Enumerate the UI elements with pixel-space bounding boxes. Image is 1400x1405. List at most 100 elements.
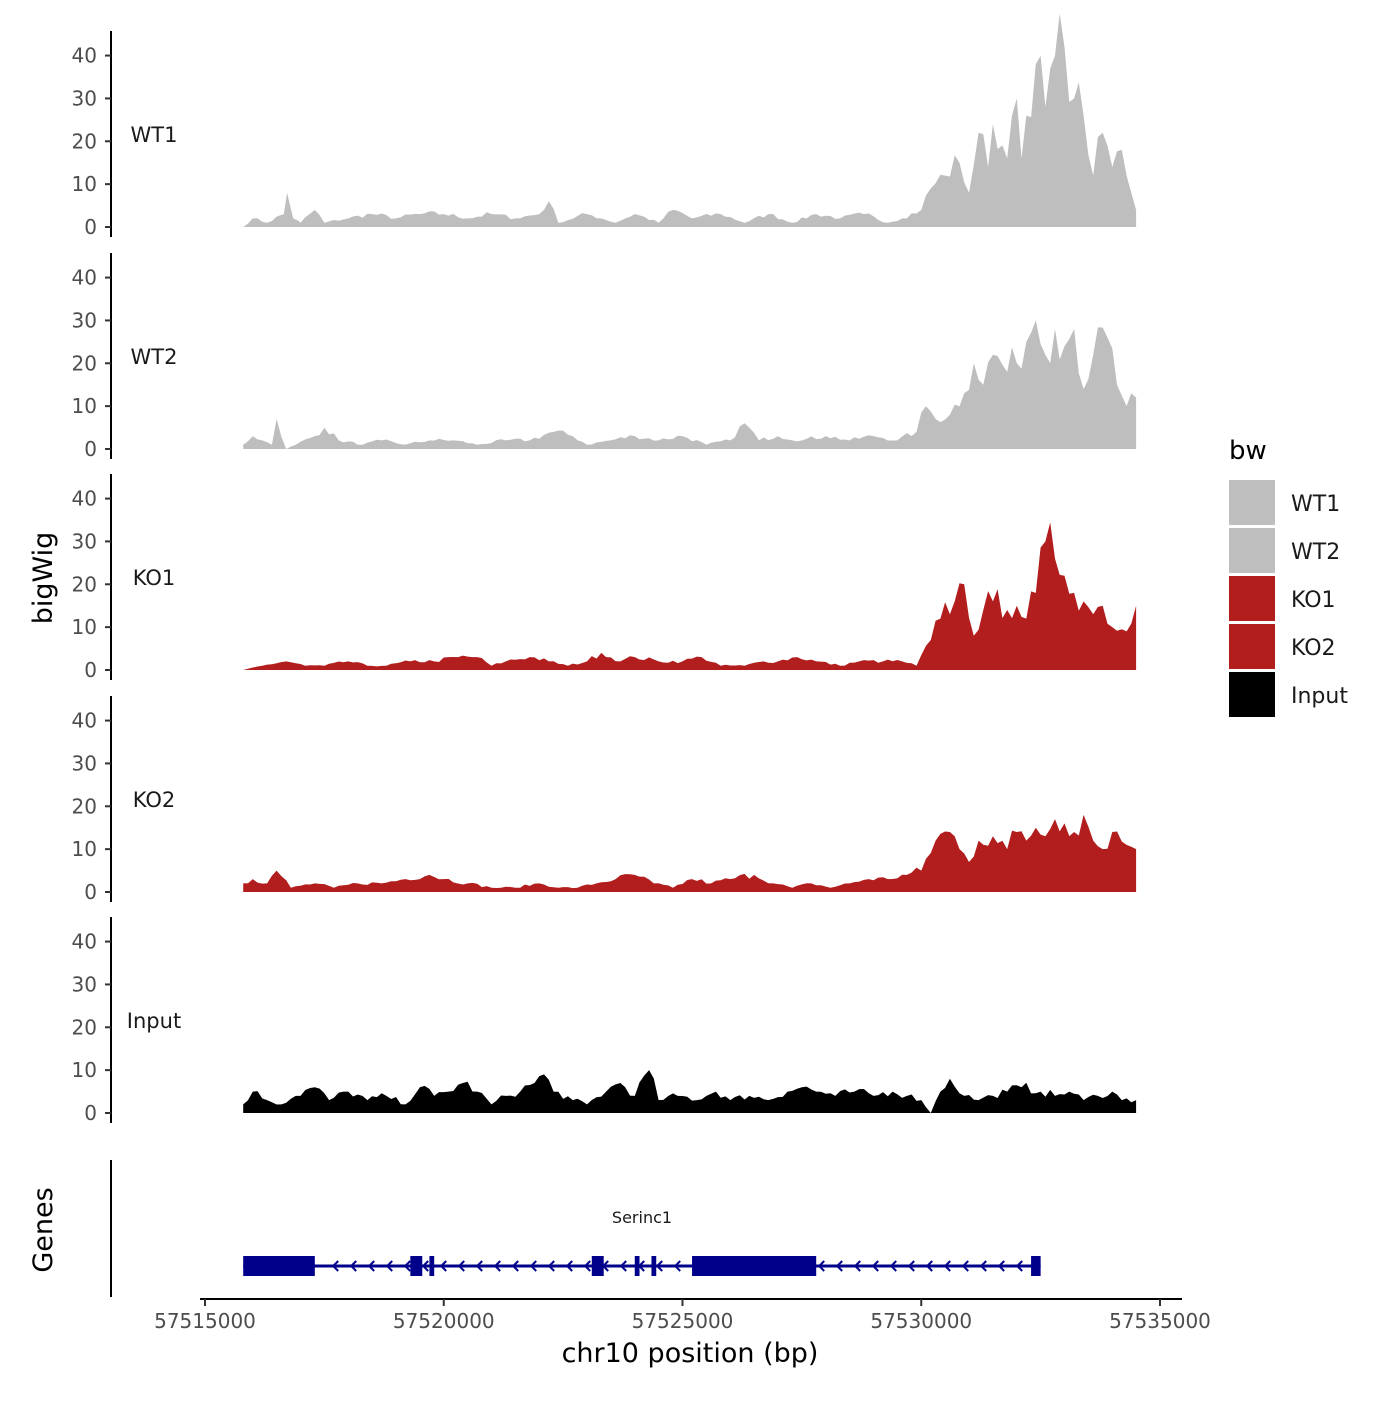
strand-arrow [871, 1260, 879, 1272]
strand-arrow [511, 1260, 519, 1272]
genes-axis-title: Genes [28, 1187, 59, 1272]
track-label: KO1 [133, 566, 176, 590]
legend-swatch [1229, 672, 1275, 717]
gene-exon [651, 1256, 657, 1276]
y-tick-label: 10 [72, 615, 97, 639]
y-tick-label: 0 [84, 215, 97, 239]
legend-label: WT1 [1291, 492, 1340, 517]
strand-arrow [925, 1260, 933, 1272]
y-tick-label: 20 [72, 351, 97, 375]
strand-arrow [655, 1260, 663, 1272]
strand-arrow [529, 1260, 537, 1272]
track-label: KO2 [133, 788, 176, 812]
legend-label: KO1 [1291, 588, 1336, 613]
x-tick-label: 57530000 [870, 1309, 972, 1333]
y-tick-label: 40 [72, 487, 97, 511]
strand-arrow [583, 1260, 591, 1272]
strand-arrow [673, 1260, 681, 1272]
gene-exon [634, 1256, 640, 1276]
legend-entry: KO1 [1229, 576, 1336, 621]
strand-arrow [997, 1260, 1005, 1272]
y-tick-label: 10 [72, 394, 97, 418]
strand-arrow [943, 1260, 951, 1272]
x-axis-ticks: 57515000 57520000 57525000 57530000 57535000 [154, 1299, 1211, 1333]
strand-arrow [439, 1260, 447, 1272]
strand-arrow [835, 1260, 843, 1272]
strand-arrow [853, 1260, 861, 1272]
strand-arrow [619, 1260, 627, 1272]
strand-arrow [907, 1260, 915, 1272]
strand-arrow [475, 1260, 483, 1272]
x-tick-label: 57525000 [632, 1309, 734, 1333]
x-tick-label: 57535000 [1109, 1309, 1211, 1333]
gene-exon [429, 1256, 435, 1276]
strand-arrow [565, 1260, 573, 1272]
coverage-area-ko2[interactable] [243, 814, 1137, 892]
y-tick-label: 30 [72, 308, 97, 332]
track-wt1: 0 10 20 30 40 WT1 [72, 13, 1137, 239]
gene-panel: Genes Serinc1 [28, 1160, 1041, 1297]
strand-arrow [979, 1260, 987, 1272]
legend-label: KO2 [1291, 636, 1336, 661]
y-tick-label: 30 [72, 972, 97, 996]
y-tick-label: 20 [72, 794, 97, 818]
track-wt2: 0 10 20 30 40 WT2 [72, 253, 1137, 461]
strand-arrow [367, 1260, 375, 1272]
strand-arrow [349, 1260, 357, 1272]
gene-exon [243, 1256, 315, 1276]
strand-arrow [889, 1260, 897, 1272]
coverage-area-input[interactable] [243, 1070, 1137, 1113]
x-axis: 57515000 57520000 57525000 57530000 57535000… [154, 1298, 1211, 1369]
strand-arrow [817, 1260, 825, 1272]
legend-label: Input [1291, 684, 1348, 709]
legend-swatch [1229, 480, 1275, 525]
track-label: WT2 [131, 345, 178, 369]
y-tick-label: 40 [72, 930, 97, 954]
legend-label: WT2 [1291, 540, 1340, 565]
strand-arrow [1015, 1260, 1023, 1272]
track-ko1: 0 10 20 30 40 KO1 [72, 474, 1137, 682]
legend-entry: WT1 [1229, 480, 1340, 525]
y-tick-label: 0 [84, 1101, 97, 1125]
strand-arrow [403, 1260, 411, 1272]
strand-arrow [493, 1260, 501, 1272]
legend: bw WT1 WT2 KO1 KO2 Input [1229, 436, 1348, 717]
strand-arrow [547, 1260, 555, 1272]
gene-exon [692, 1256, 817, 1276]
coverage-area-wt2[interactable] [243, 320, 1137, 449]
track-ko2: 0 10 20 30 40 KO2 [72, 696, 1137, 904]
y-tick-label: 40 [72, 44, 97, 68]
y-tick-label: 30 [72, 86, 97, 110]
x-tick-label: 57515000 [154, 1309, 256, 1333]
gene-model[interactable] [243, 1256, 1041, 1276]
y-tick-label: 0 [84, 437, 97, 461]
gene-exon [1031, 1256, 1041, 1276]
y-tick-label: 30 [72, 529, 97, 553]
gene-exon [591, 1256, 604, 1276]
y-tick-label: 20 [72, 1015, 97, 1039]
y-tick-label: 0 [84, 880, 97, 904]
y-tick-label: 10 [72, 172, 97, 196]
strand-arrow [385, 1260, 393, 1272]
legend-swatch [1229, 624, 1275, 669]
gene-exon [410, 1256, 423, 1276]
legend-entries: WT1 WT2 KO1 KO2 Input [1229, 480, 1348, 717]
legend-entry: Input [1229, 672, 1348, 717]
legend-swatch [1229, 528, 1275, 573]
strand-arrow [961, 1260, 969, 1272]
y-tick-label: 20 [72, 572, 97, 596]
coverage-area-ko1[interactable] [243, 522, 1137, 670]
y-tick-label: 10 [72, 837, 97, 861]
y-tick-label: 0 [84, 658, 97, 682]
y-tick-label: 40 [72, 709, 97, 733]
coverage-tracks: 0 10 20 30 40 WT1 0 10 20 30 40 WT2 0 10 20 30 40 KO1 0 10 2… [72, 13, 1137, 1125]
track-input: 0 10 20 30 40 Input [72, 917, 1137, 1125]
x-axis-title: chr10 position (bp) [562, 1338, 819, 1369]
legend-entry: WT2 [1229, 528, 1340, 573]
coverage-area-wt1[interactable] [243, 13, 1137, 228]
y-tick-label: 30 [72, 751, 97, 775]
track-label: Input [127, 1009, 181, 1033]
strand-arrow [457, 1260, 465, 1272]
